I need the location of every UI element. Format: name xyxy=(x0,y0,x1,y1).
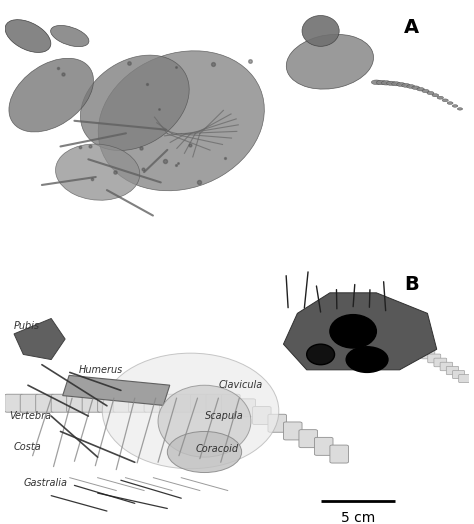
FancyBboxPatch shape xyxy=(453,370,465,379)
FancyBboxPatch shape xyxy=(144,394,163,412)
Ellipse shape xyxy=(392,82,401,86)
Text: Humerus: Humerus xyxy=(79,365,123,375)
Ellipse shape xyxy=(330,314,376,348)
FancyBboxPatch shape xyxy=(51,394,70,412)
FancyBboxPatch shape xyxy=(191,394,209,412)
Text: Clavicula: Clavicula xyxy=(219,380,263,390)
FancyBboxPatch shape xyxy=(391,330,405,339)
Ellipse shape xyxy=(382,81,391,85)
FancyBboxPatch shape xyxy=(36,394,55,412)
Ellipse shape xyxy=(51,26,89,47)
Polygon shape xyxy=(283,293,437,370)
Ellipse shape xyxy=(9,58,93,132)
FancyBboxPatch shape xyxy=(82,394,101,412)
Ellipse shape xyxy=(371,80,382,84)
FancyBboxPatch shape xyxy=(434,358,447,367)
Ellipse shape xyxy=(412,86,419,90)
Ellipse shape xyxy=(286,35,374,89)
Ellipse shape xyxy=(407,84,415,88)
FancyBboxPatch shape xyxy=(403,337,417,347)
Text: B: B xyxy=(404,275,419,294)
Text: Costa: Costa xyxy=(14,442,42,452)
FancyBboxPatch shape xyxy=(221,394,240,412)
FancyBboxPatch shape xyxy=(397,334,411,343)
FancyBboxPatch shape xyxy=(175,394,194,412)
FancyBboxPatch shape xyxy=(447,366,459,375)
Ellipse shape xyxy=(442,99,448,102)
FancyBboxPatch shape xyxy=(409,342,423,351)
Ellipse shape xyxy=(167,431,242,473)
Text: Vertebra: Vertebra xyxy=(9,411,52,421)
Text: Gastralia: Gastralia xyxy=(23,478,67,488)
FancyBboxPatch shape xyxy=(428,354,441,363)
FancyBboxPatch shape xyxy=(440,362,453,370)
Ellipse shape xyxy=(427,91,434,95)
FancyBboxPatch shape xyxy=(299,430,318,447)
Ellipse shape xyxy=(307,344,335,365)
Ellipse shape xyxy=(302,16,339,46)
Ellipse shape xyxy=(98,51,264,191)
FancyBboxPatch shape xyxy=(459,375,471,383)
Ellipse shape xyxy=(81,55,189,150)
FancyBboxPatch shape xyxy=(5,394,23,412)
Ellipse shape xyxy=(457,108,463,110)
Ellipse shape xyxy=(386,81,396,85)
Polygon shape xyxy=(14,319,65,359)
Ellipse shape xyxy=(102,353,279,468)
Ellipse shape xyxy=(422,90,429,93)
FancyBboxPatch shape xyxy=(237,399,255,417)
Text: Pubis: Pubis xyxy=(14,321,40,331)
Ellipse shape xyxy=(417,88,424,91)
Ellipse shape xyxy=(55,144,140,200)
FancyBboxPatch shape xyxy=(206,394,225,412)
FancyBboxPatch shape xyxy=(384,325,399,335)
Text: 5 cm: 5 cm xyxy=(341,511,375,524)
FancyBboxPatch shape xyxy=(160,394,178,412)
Text: Coracoid: Coracoid xyxy=(195,444,238,454)
FancyBboxPatch shape xyxy=(67,394,85,412)
FancyBboxPatch shape xyxy=(330,445,348,463)
Polygon shape xyxy=(63,375,170,406)
Ellipse shape xyxy=(397,82,405,86)
Ellipse shape xyxy=(346,347,388,373)
Text: A: A xyxy=(404,18,419,37)
Text: Scapula: Scapula xyxy=(204,411,243,421)
Ellipse shape xyxy=(376,80,386,85)
Ellipse shape xyxy=(447,102,453,104)
FancyBboxPatch shape xyxy=(98,394,116,412)
Ellipse shape xyxy=(158,385,251,457)
Ellipse shape xyxy=(432,94,439,97)
FancyBboxPatch shape xyxy=(268,414,287,432)
FancyBboxPatch shape xyxy=(20,394,39,412)
FancyBboxPatch shape xyxy=(113,394,132,412)
FancyBboxPatch shape xyxy=(314,438,333,455)
Ellipse shape xyxy=(452,105,458,107)
Ellipse shape xyxy=(5,20,51,52)
FancyBboxPatch shape xyxy=(421,350,435,359)
Ellipse shape xyxy=(401,83,410,88)
Ellipse shape xyxy=(437,96,444,99)
FancyBboxPatch shape xyxy=(253,407,271,424)
FancyBboxPatch shape xyxy=(378,321,393,331)
FancyBboxPatch shape xyxy=(415,346,429,355)
FancyBboxPatch shape xyxy=(283,422,302,440)
FancyBboxPatch shape xyxy=(128,394,147,412)
